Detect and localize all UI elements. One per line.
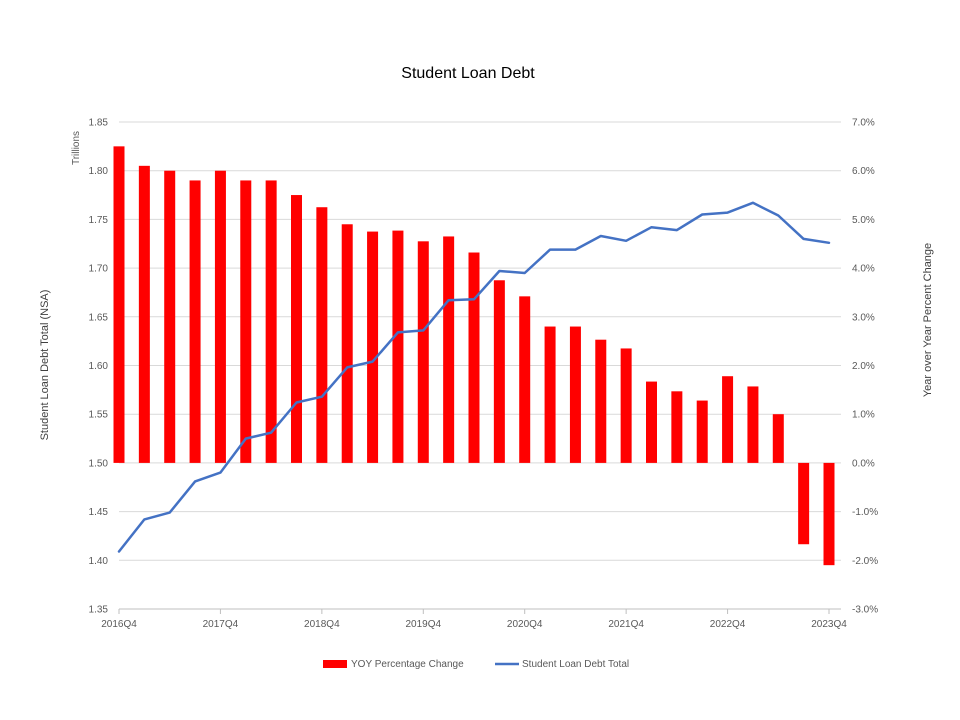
y-left-tick-label: 1.55 <box>89 410 109 421</box>
y-left-tick-label: 1.40 <box>89 556 109 567</box>
bar <box>823 462 835 566</box>
x-tick-label: 2020Q4 <box>507 619 543 630</box>
bar <box>316 207 328 463</box>
y-right-tick-label: 0.0% <box>852 458 875 469</box>
bar <box>189 180 201 463</box>
bar <box>519 296 531 463</box>
bar <box>544 326 556 463</box>
x-tick-label: 2022Q4 <box>710 619 746 630</box>
x-tick-label: 2023Q4 <box>811 619 847 630</box>
y-right-axis-title: Year over Year Percent Change <box>922 243 934 397</box>
bar <box>646 381 657 463</box>
x-tick-label: 2018Q4 <box>304 619 340 630</box>
bar <box>113 146 125 463</box>
y-right-tick-label: 3.0% <box>852 312 875 323</box>
bar <box>747 386 759 463</box>
legend: YOY Percentage Change Student Loan Debt … <box>323 659 629 670</box>
y-right-tick-label: 7.0% <box>852 118 875 129</box>
y-left-tick-label: 1.70 <box>89 264 109 275</box>
legend-label-bar: YOY Percentage Change <box>351 659 464 670</box>
bar <box>392 230 404 463</box>
bar <box>240 180 252 463</box>
legend-swatch-bar <box>323 660 347 668</box>
bar <box>291 195 302 463</box>
bar <box>164 170 176 463</box>
y-left-tick-label: 1.35 <box>89 605 109 616</box>
y-right-tick-label: -2.0% <box>852 556 878 567</box>
y-left-tick-label: 1.85 <box>89 118 109 129</box>
bar <box>443 236 455 463</box>
bar <box>569 326 581 463</box>
debt-total-line <box>117 201 831 553</box>
y-right-tick-label: 5.0% <box>852 215 875 226</box>
bar <box>772 414 784 463</box>
y-left-unit-label: Trillions <box>71 131 82 165</box>
y-left-axis-title: Student Loan Debt Total (NSA) <box>39 290 51 441</box>
bar <box>595 339 607 463</box>
bar <box>798 462 810 545</box>
y-left-tick-label: 1.65 <box>89 312 109 323</box>
y-left-tick-label: 1.60 <box>89 361 109 372</box>
bar <box>671 391 683 463</box>
axes: 1.35 1.40 1.45 1.50 1.55 1.60 1.65 1.70 1.75 1.80… <box>89 118 879 631</box>
chart-title: Student Loan Debt <box>401 65 535 82</box>
y-right-tick-label: 4.0% <box>852 264 875 275</box>
legend-label-line: Student Loan Debt Total <box>522 659 629 670</box>
bar <box>722 376 734 463</box>
bar <box>493 280 505 463</box>
y-right-tick-label: 1.0% <box>852 410 875 421</box>
bar <box>341 224 353 463</box>
bar <box>367 231 379 463</box>
line-series <box>117 201 831 553</box>
bar <box>696 400 708 463</box>
bar <box>468 252 480 463</box>
bar <box>214 170 226 463</box>
x-tick-label: 2019Q4 <box>405 619 441 630</box>
bar <box>417 241 429 463</box>
y-right-tick-label: 2.0% <box>852 361 875 372</box>
x-tick-label: 2016Q4 <box>101 619 137 630</box>
gridlines <box>119 121 841 610</box>
bar-series <box>113 146 835 566</box>
y-left-tick-label: 1.45 <box>89 507 109 518</box>
bar <box>620 348 632 463</box>
bar <box>265 180 277 463</box>
x-tick-label: 2021Q4 <box>608 619 644 630</box>
y-right-tick-label: 6.0% <box>852 166 875 177</box>
y-right-tick-label: -3.0% <box>852 605 878 616</box>
y-left-tick-label: 1.75 <box>89 215 109 226</box>
y-left-tick-label: 1.80 <box>89 166 109 177</box>
y-left-tick-label: 1.50 <box>89 458 109 469</box>
y-right-tick-label: -1.0% <box>852 507 878 518</box>
bar <box>138 165 150 463</box>
x-tick-label: 2017Q4 <box>203 619 239 630</box>
